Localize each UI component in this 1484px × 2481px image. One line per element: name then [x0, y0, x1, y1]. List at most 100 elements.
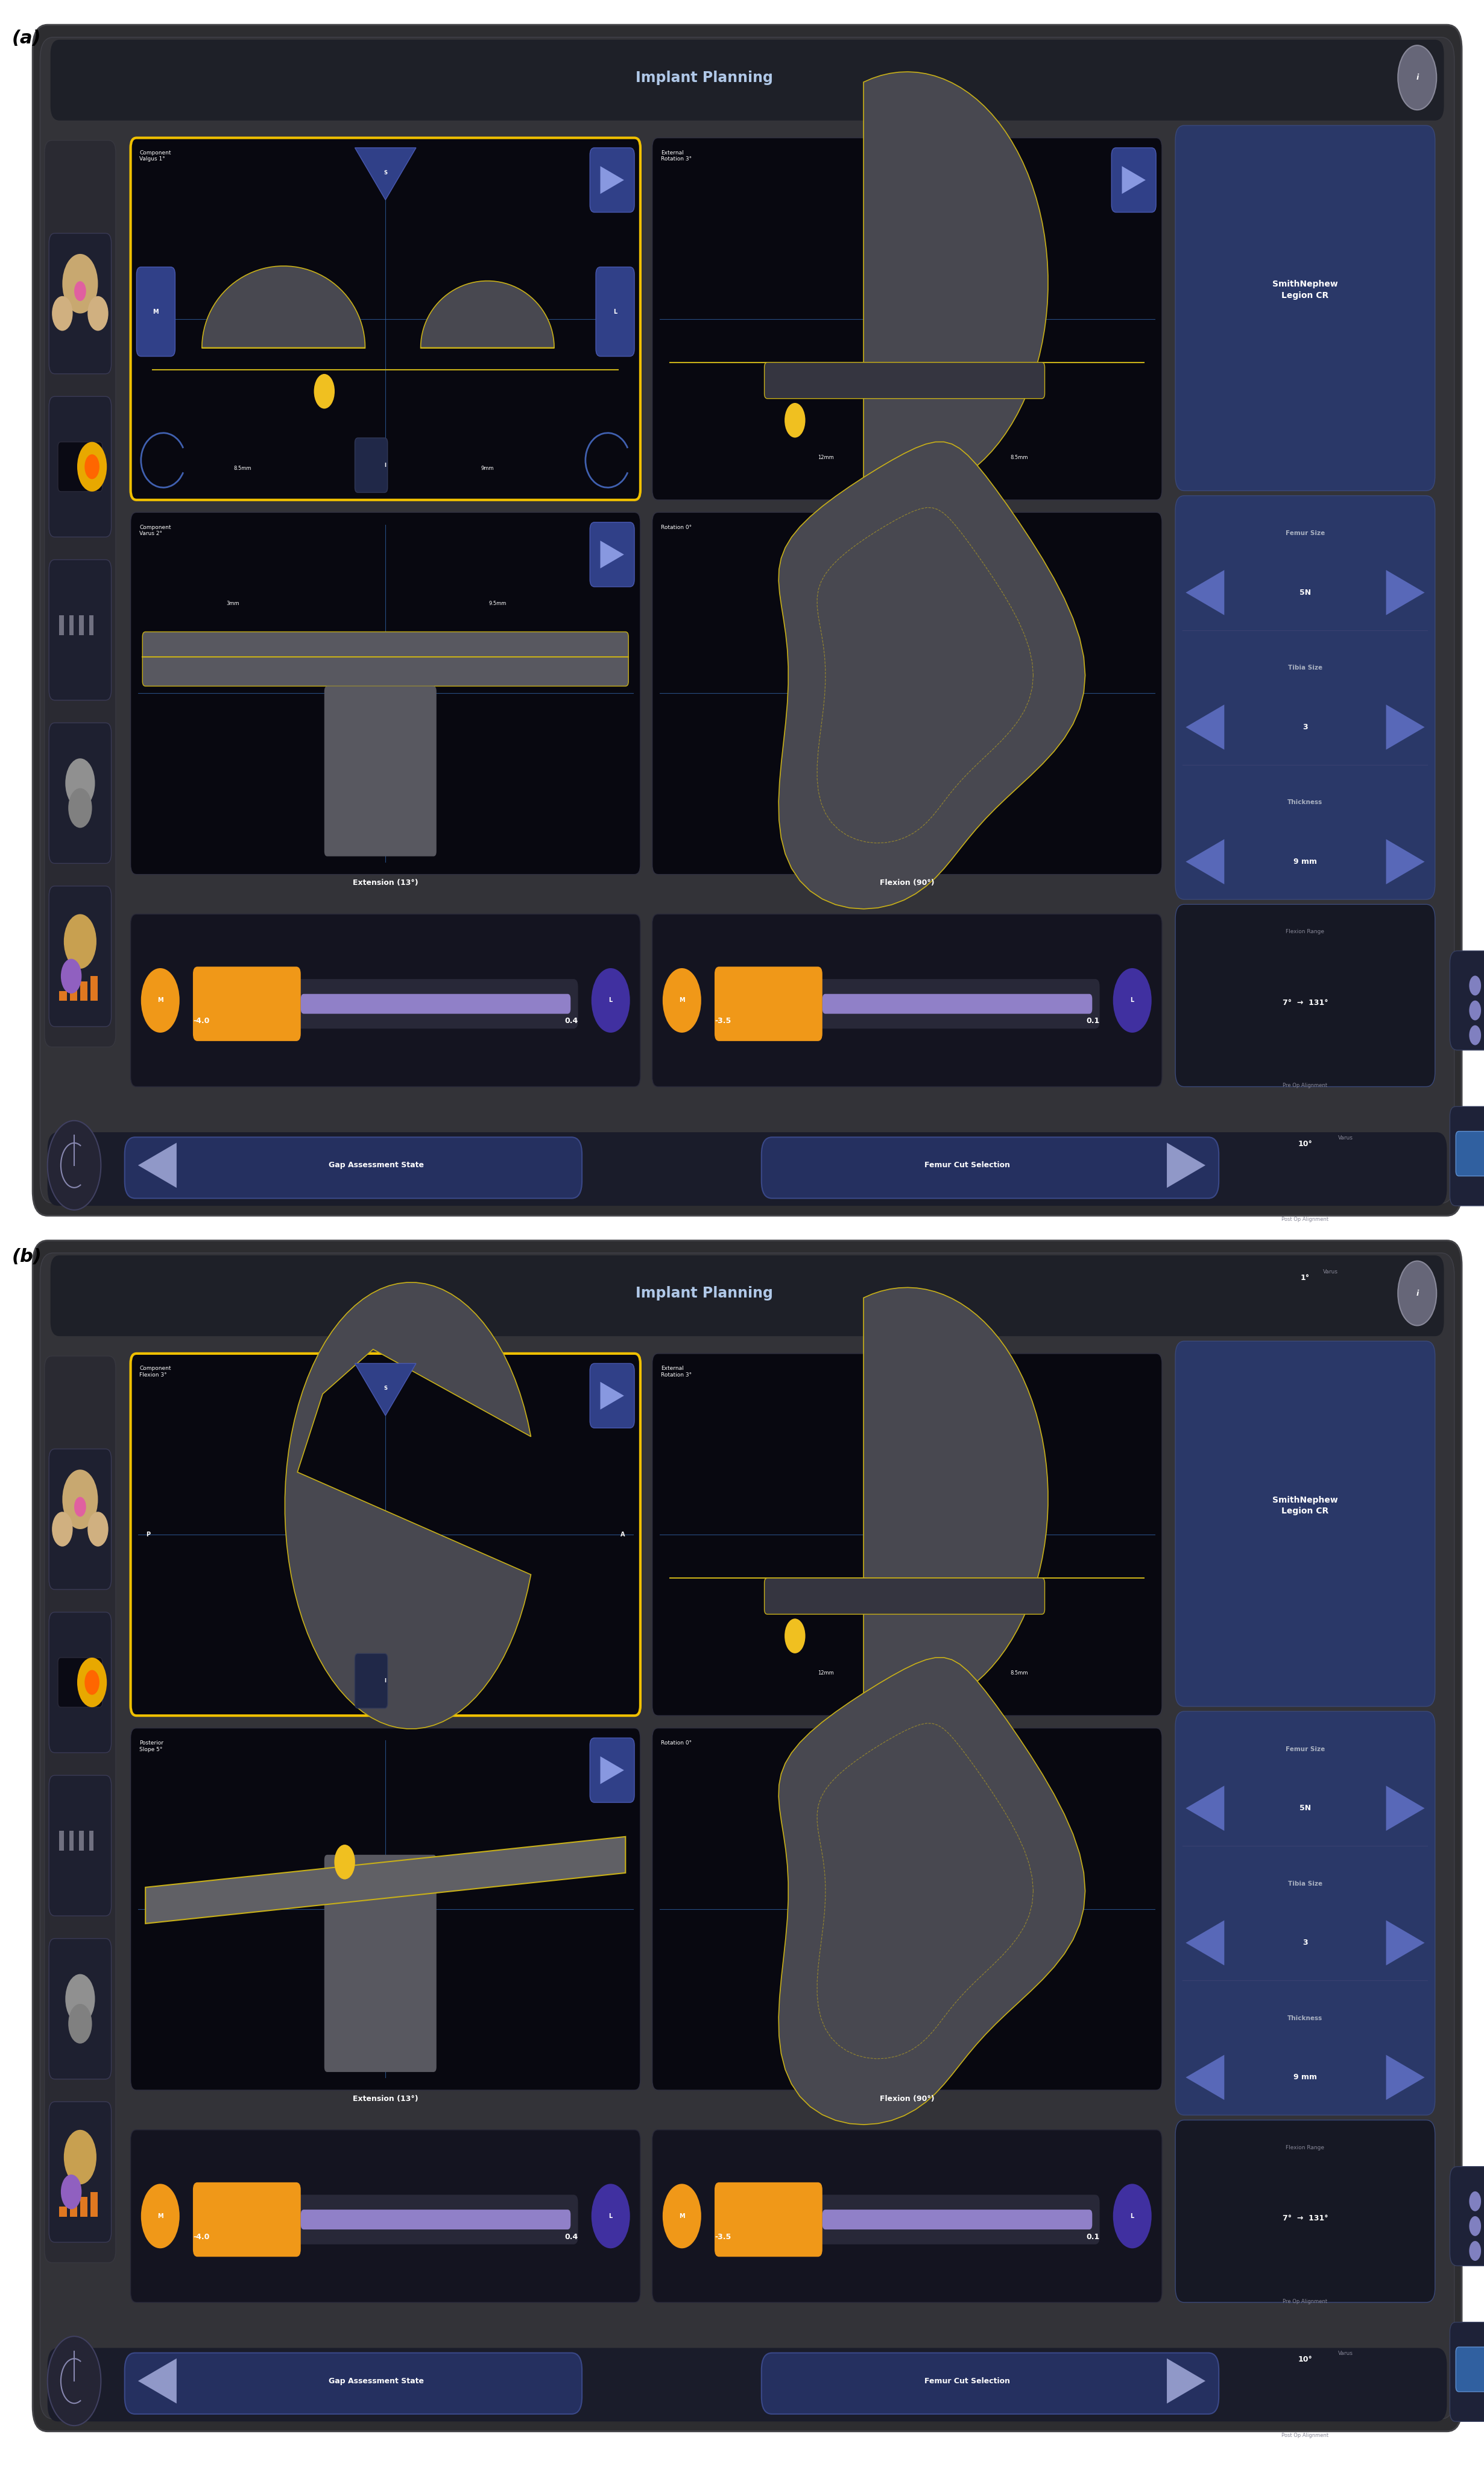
FancyBboxPatch shape — [1175, 906, 1435, 1087]
FancyBboxPatch shape — [1112, 149, 1156, 213]
Polygon shape — [1122, 166, 1146, 194]
Text: SmithNephew
Legion CR: SmithNephew Legion CR — [1272, 1496, 1339, 1516]
Bar — [80, 980, 88, 1000]
Text: Femur Size: Femur Size — [1285, 531, 1325, 536]
FancyBboxPatch shape — [653, 913, 1162, 1087]
Circle shape — [62, 253, 98, 313]
FancyBboxPatch shape — [301, 2211, 570, 2230]
Text: 0.4: 0.4 — [564, 1017, 579, 1025]
FancyBboxPatch shape — [761, 1136, 1218, 1198]
Circle shape — [47, 2337, 101, 2426]
Circle shape — [1469, 2191, 1481, 2211]
Text: L: L — [608, 2213, 613, 2218]
FancyBboxPatch shape — [301, 995, 570, 1015]
Text: 3: 3 — [1303, 1940, 1307, 1948]
Text: Thickness: Thickness — [1288, 2015, 1322, 2022]
Text: Varus: Varus — [1324, 1270, 1339, 1275]
Text: -3.5: -3.5 — [714, 2233, 732, 2240]
FancyBboxPatch shape — [193, 2183, 301, 2258]
FancyBboxPatch shape — [325, 1856, 436, 2072]
Text: 7°  →  131°: 7° → 131° — [1282, 1000, 1328, 1007]
Circle shape — [1469, 1000, 1481, 1020]
Polygon shape — [1186, 839, 1224, 883]
FancyBboxPatch shape — [1175, 1712, 1435, 2116]
Text: S: S — [384, 169, 387, 176]
Circle shape — [77, 442, 107, 491]
Text: Gap Assessment State: Gap Assessment State — [328, 2377, 424, 2384]
FancyBboxPatch shape — [47, 1131, 1447, 1206]
Text: Component
Valgus 1°: Component Valgus 1° — [139, 151, 171, 161]
FancyBboxPatch shape — [589, 523, 634, 588]
Circle shape — [65, 759, 95, 809]
FancyBboxPatch shape — [49, 2101, 111, 2243]
FancyBboxPatch shape — [40, 1253, 1454, 2419]
Text: L: L — [1131, 2213, 1134, 2218]
FancyBboxPatch shape — [33, 1240, 1462, 2431]
Text: 0.1: 0.1 — [1086, 2233, 1100, 2240]
Text: Component
Varus 2°: Component Varus 2° — [139, 526, 171, 536]
Text: M: M — [153, 308, 159, 315]
FancyBboxPatch shape — [653, 139, 1162, 501]
Polygon shape — [1186, 705, 1224, 749]
FancyBboxPatch shape — [1175, 496, 1435, 901]
FancyBboxPatch shape — [325, 687, 436, 856]
Text: L: L — [608, 997, 613, 1002]
FancyBboxPatch shape — [595, 268, 634, 357]
Polygon shape — [600, 1757, 623, 1784]
Bar — [70, 615, 74, 635]
FancyBboxPatch shape — [1450, 1107, 1484, 1206]
Circle shape — [68, 789, 92, 829]
FancyBboxPatch shape — [142, 633, 629, 687]
Circle shape — [61, 958, 82, 992]
FancyBboxPatch shape — [1450, 2166, 1484, 2265]
FancyBboxPatch shape — [40, 37, 1454, 1203]
Polygon shape — [1386, 2054, 1425, 2099]
Bar — [89, 1831, 93, 1851]
FancyBboxPatch shape — [58, 1657, 102, 1707]
Text: 3: 3 — [1303, 724, 1307, 732]
Text: Pre Op Alignment: Pre Op Alignment — [1282, 1084, 1328, 1089]
Circle shape — [52, 1511, 73, 1546]
FancyBboxPatch shape — [193, 2196, 579, 2245]
Polygon shape — [1386, 1786, 1425, 1831]
FancyBboxPatch shape — [49, 1449, 111, 1590]
FancyBboxPatch shape — [589, 1739, 634, 1804]
Text: 1°: 1° — [1300, 1275, 1310, 1283]
Text: Femur Cut Selection: Femur Cut Selection — [925, 1161, 1011, 1169]
FancyBboxPatch shape — [49, 1613, 111, 1752]
Circle shape — [1398, 1260, 1437, 1325]
Text: (a): (a) — [12, 30, 42, 47]
Text: 12mm: 12mm — [818, 1670, 834, 1675]
Circle shape — [141, 2183, 180, 2248]
FancyBboxPatch shape — [764, 362, 1045, 399]
Polygon shape — [145, 1836, 626, 1923]
FancyBboxPatch shape — [50, 1255, 1444, 1337]
Bar — [70, 1831, 74, 1851]
Text: Flexion Range: Flexion Range — [1285, 930, 1325, 935]
Text: Component
Flexion 3°: Component Flexion 3° — [139, 1367, 171, 1377]
Text: (b): (b) — [12, 1248, 42, 1265]
Circle shape — [1113, 968, 1152, 1032]
Circle shape — [52, 295, 73, 330]
Circle shape — [85, 1670, 99, 1695]
Text: -3.5: -3.5 — [714, 1017, 732, 1025]
FancyBboxPatch shape — [50, 40, 1444, 122]
Polygon shape — [779, 442, 1085, 908]
Polygon shape — [285, 1283, 531, 1729]
Text: Extension (13°): Extension (13°) — [353, 878, 418, 886]
Bar — [79, 1831, 83, 1851]
FancyBboxPatch shape — [653, 1355, 1162, 1717]
FancyBboxPatch shape — [33, 25, 1462, 1216]
Polygon shape — [1386, 839, 1425, 883]
Text: Flexion (90°): Flexion (90°) — [880, 878, 935, 886]
Text: Implant Planning: Implant Planning — [635, 1285, 773, 1300]
Circle shape — [785, 1618, 806, 1652]
FancyBboxPatch shape — [131, 913, 640, 1087]
Circle shape — [1469, 1025, 1481, 1045]
Text: Posterior
Slope 5°: Posterior Slope 5° — [139, 1742, 163, 1752]
FancyBboxPatch shape — [125, 2352, 582, 2414]
Text: M: M — [157, 997, 163, 1002]
FancyBboxPatch shape — [131, 1729, 640, 2089]
Text: Flexion (90°): Flexion (90°) — [880, 2094, 935, 2101]
FancyBboxPatch shape — [47, 2347, 1447, 2421]
